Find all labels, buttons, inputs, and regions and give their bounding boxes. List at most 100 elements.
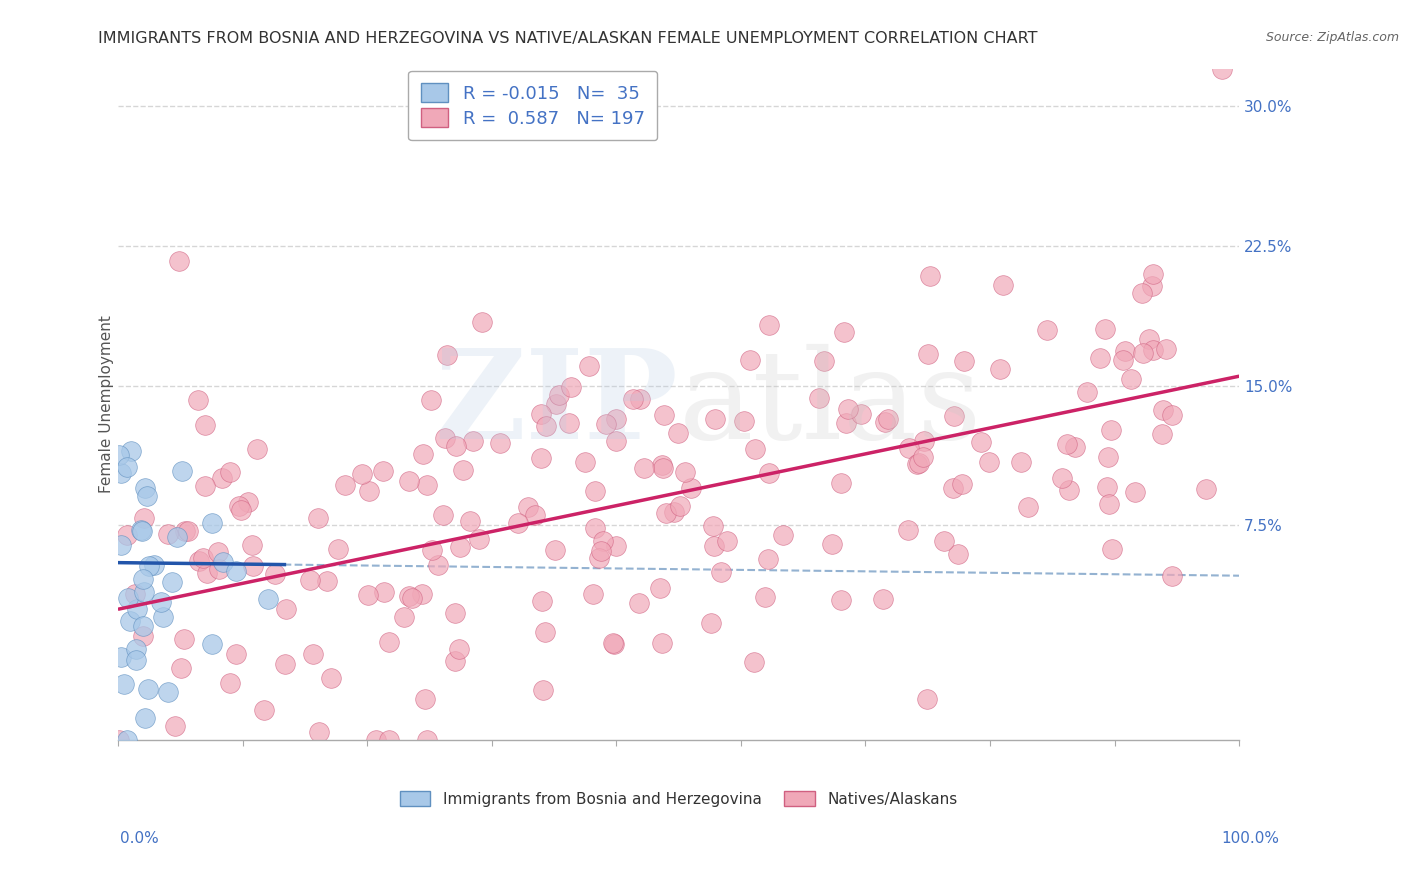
Point xyxy=(560,380,582,394)
Point xyxy=(534,624,557,639)
Point xyxy=(357,484,380,499)
Point xyxy=(326,541,349,556)
Point xyxy=(849,408,872,422)
Point xyxy=(942,481,965,495)
Point xyxy=(157,527,180,541)
Point xyxy=(378,635,401,649)
Point xyxy=(229,503,252,517)
Point xyxy=(162,575,184,590)
Point xyxy=(165,719,187,733)
Point xyxy=(905,457,928,471)
Point xyxy=(666,425,689,440)
Point xyxy=(546,397,568,411)
Point xyxy=(758,466,780,480)
Point xyxy=(246,442,269,456)
Legend: Immigrants from Bosnia and Herzegovina, Natives/Alaskans: Immigrants from Bosnia and Herzegovina, … xyxy=(394,784,963,813)
Point xyxy=(212,555,235,569)
Point xyxy=(1111,352,1133,367)
Point xyxy=(207,545,229,559)
Point xyxy=(993,277,1015,292)
Point xyxy=(225,647,247,661)
Point xyxy=(952,354,974,368)
Point xyxy=(1160,408,1182,422)
Point xyxy=(605,539,627,553)
Point xyxy=(110,650,132,665)
Point xyxy=(371,463,394,477)
Point xyxy=(754,590,776,604)
Point xyxy=(1101,541,1123,556)
Point xyxy=(655,507,678,521)
Point xyxy=(592,534,614,549)
Point xyxy=(1010,455,1032,469)
Point xyxy=(401,591,423,605)
Point xyxy=(467,532,489,546)
Point xyxy=(1161,569,1184,583)
Point xyxy=(830,476,852,491)
Point xyxy=(132,511,155,525)
Point xyxy=(651,458,673,472)
Point xyxy=(530,594,553,608)
Point xyxy=(1130,285,1153,300)
Point xyxy=(188,554,211,568)
Point xyxy=(112,677,135,691)
Point xyxy=(138,559,160,574)
Point xyxy=(129,523,152,537)
Point xyxy=(703,539,725,553)
Point xyxy=(574,455,596,469)
Point xyxy=(977,455,1000,469)
Point xyxy=(308,725,330,739)
Point xyxy=(321,671,343,685)
Point xyxy=(415,732,437,747)
Point xyxy=(702,518,724,533)
Point xyxy=(582,587,605,601)
Point xyxy=(415,691,437,706)
Point xyxy=(120,614,142,628)
Point xyxy=(446,439,468,453)
Point xyxy=(648,581,671,595)
Point xyxy=(132,572,155,586)
Point xyxy=(253,703,276,717)
Point xyxy=(124,587,146,601)
Point xyxy=(191,551,214,566)
Point xyxy=(350,467,373,481)
Point xyxy=(1132,345,1154,359)
Point xyxy=(837,402,859,417)
Point xyxy=(605,412,627,426)
Point xyxy=(915,692,938,706)
Text: IMMIGRANTS FROM BOSNIA AND HERZEGOVINA VS NATIVE/ALASKAN FEMALE UNEMPLOYMENT COR: IMMIGRANTS FROM BOSNIA AND HERZEGOVINA V… xyxy=(98,31,1038,46)
Point xyxy=(1211,62,1233,76)
Point xyxy=(316,574,339,589)
Point xyxy=(534,418,557,433)
Point xyxy=(917,347,939,361)
Point xyxy=(201,637,224,651)
Point xyxy=(530,408,553,422)
Point xyxy=(242,559,264,574)
Point xyxy=(398,474,420,488)
Y-axis label: Female Unemployment: Female Unemployment xyxy=(100,315,114,493)
Point xyxy=(187,392,209,407)
Point xyxy=(807,391,830,405)
Point xyxy=(531,683,554,698)
Point xyxy=(299,574,322,588)
Point xyxy=(420,543,443,558)
Point xyxy=(1114,343,1136,358)
Point xyxy=(588,550,610,565)
Point xyxy=(1119,372,1142,386)
Point xyxy=(120,444,142,458)
Point xyxy=(377,732,399,747)
Point xyxy=(167,253,190,268)
Point xyxy=(578,359,600,374)
Point xyxy=(912,434,935,449)
Point xyxy=(302,647,325,661)
Point xyxy=(673,466,696,480)
Point xyxy=(516,500,538,514)
Point xyxy=(543,542,565,557)
Point xyxy=(194,418,217,433)
Point xyxy=(357,587,380,601)
Point xyxy=(716,533,738,548)
Point xyxy=(621,392,644,406)
Point xyxy=(1150,426,1173,441)
Point xyxy=(602,636,624,650)
Point xyxy=(412,447,434,461)
Point xyxy=(654,408,676,422)
